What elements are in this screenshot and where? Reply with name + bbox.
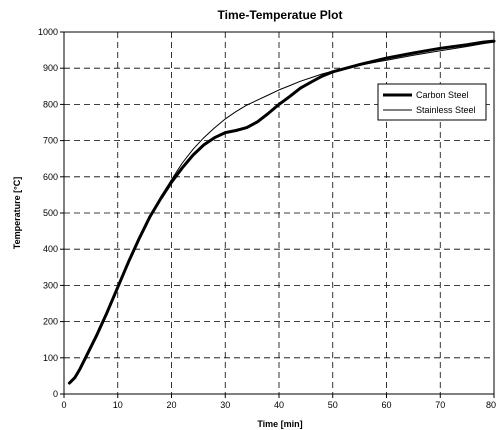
x-axis-label: Time [min] [257,419,302,429]
legend-label: Stainless Steel [416,105,476,115]
x-tick-label: 30 [220,400,230,410]
series-line-stainless-steel [68,41,495,384]
x-tick-label: 60 [381,400,391,410]
x-tick-label: 70 [435,400,445,410]
x-tick-label: 20 [166,400,176,410]
y-tick-label: 900 [43,63,58,73]
tick-labels: 0 100 200 300 400 500 600 700 800 900 1000 0 10 20 30 4… [38,27,496,410]
chart-title: Time-Temperatue Plot [218,8,343,22]
y-axis-label: Temperature [°C] [12,177,22,249]
x-tick-label: 10 [113,400,123,410]
legend-label: Carbon Steel [416,90,469,100]
x-tick-label: 50 [328,400,338,410]
y-tick-label: 0 [53,389,58,399]
y-tick-label: 600 [43,172,58,182]
x-tick-label: 40 [274,400,284,410]
y-tick-label: 700 [43,136,58,146]
y-tick-label: 1000 [38,27,58,37]
y-tick-label: 500 [43,208,58,218]
series-layer [67,39,496,385]
y-tick-label: 100 [43,353,58,363]
plot-area-frame [63,31,495,395]
y-tick-label: 200 [43,317,58,327]
legend: Carbon Steel Stainless Steel [377,83,487,121]
legend-box [377,83,487,121]
x-tick-label: 80 [486,400,496,410]
y-tick-label: 300 [43,280,58,290]
x-tick-label: 0 [61,400,66,410]
y-tick-label: 800 [43,99,58,109]
y-tick-label: 400 [43,244,58,254]
